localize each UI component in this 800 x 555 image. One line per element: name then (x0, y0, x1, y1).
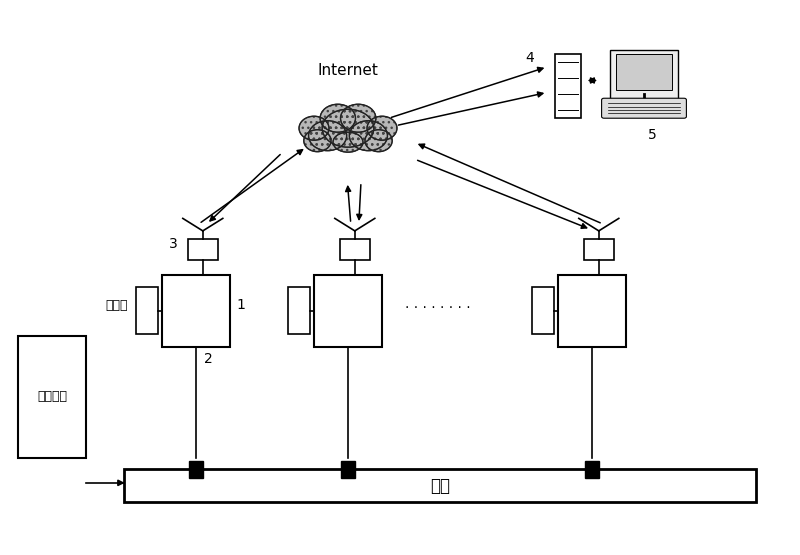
Text: 1: 1 (237, 298, 246, 312)
FancyBboxPatch shape (18, 336, 86, 458)
FancyBboxPatch shape (288, 287, 310, 334)
FancyBboxPatch shape (532, 287, 554, 334)
Ellipse shape (365, 130, 392, 152)
FancyBboxPatch shape (135, 287, 158, 334)
Bar (585, 461, 599, 478)
Ellipse shape (350, 120, 387, 150)
Ellipse shape (322, 109, 374, 147)
FancyBboxPatch shape (583, 239, 614, 260)
FancyBboxPatch shape (124, 469, 756, 502)
Bar (189, 461, 203, 478)
FancyBboxPatch shape (616, 54, 672, 90)
Text: 2: 2 (204, 352, 213, 366)
Text: 恒电位仪: 恒电位仪 (37, 390, 67, 403)
Text: 测试桦: 测试桦 (105, 299, 127, 312)
Ellipse shape (367, 116, 397, 140)
FancyBboxPatch shape (555, 54, 581, 118)
Ellipse shape (320, 104, 355, 132)
Ellipse shape (333, 132, 363, 152)
FancyBboxPatch shape (162, 275, 230, 347)
FancyBboxPatch shape (314, 275, 382, 347)
Text: 5: 5 (648, 128, 656, 142)
Text: · · · · · · · ·: · · · · · · · · (405, 301, 471, 315)
Text: 3: 3 (170, 237, 178, 251)
FancyBboxPatch shape (188, 239, 218, 260)
Text: 4: 4 (526, 52, 534, 65)
FancyBboxPatch shape (339, 239, 370, 260)
Ellipse shape (309, 120, 346, 150)
Ellipse shape (341, 104, 376, 132)
Bar (341, 461, 355, 478)
FancyBboxPatch shape (558, 275, 626, 347)
Text: 管道: 管道 (430, 477, 450, 495)
FancyBboxPatch shape (602, 98, 686, 118)
Ellipse shape (304, 130, 331, 152)
Text: Internet: Internet (318, 63, 378, 78)
Ellipse shape (299, 116, 329, 140)
FancyBboxPatch shape (610, 50, 678, 100)
